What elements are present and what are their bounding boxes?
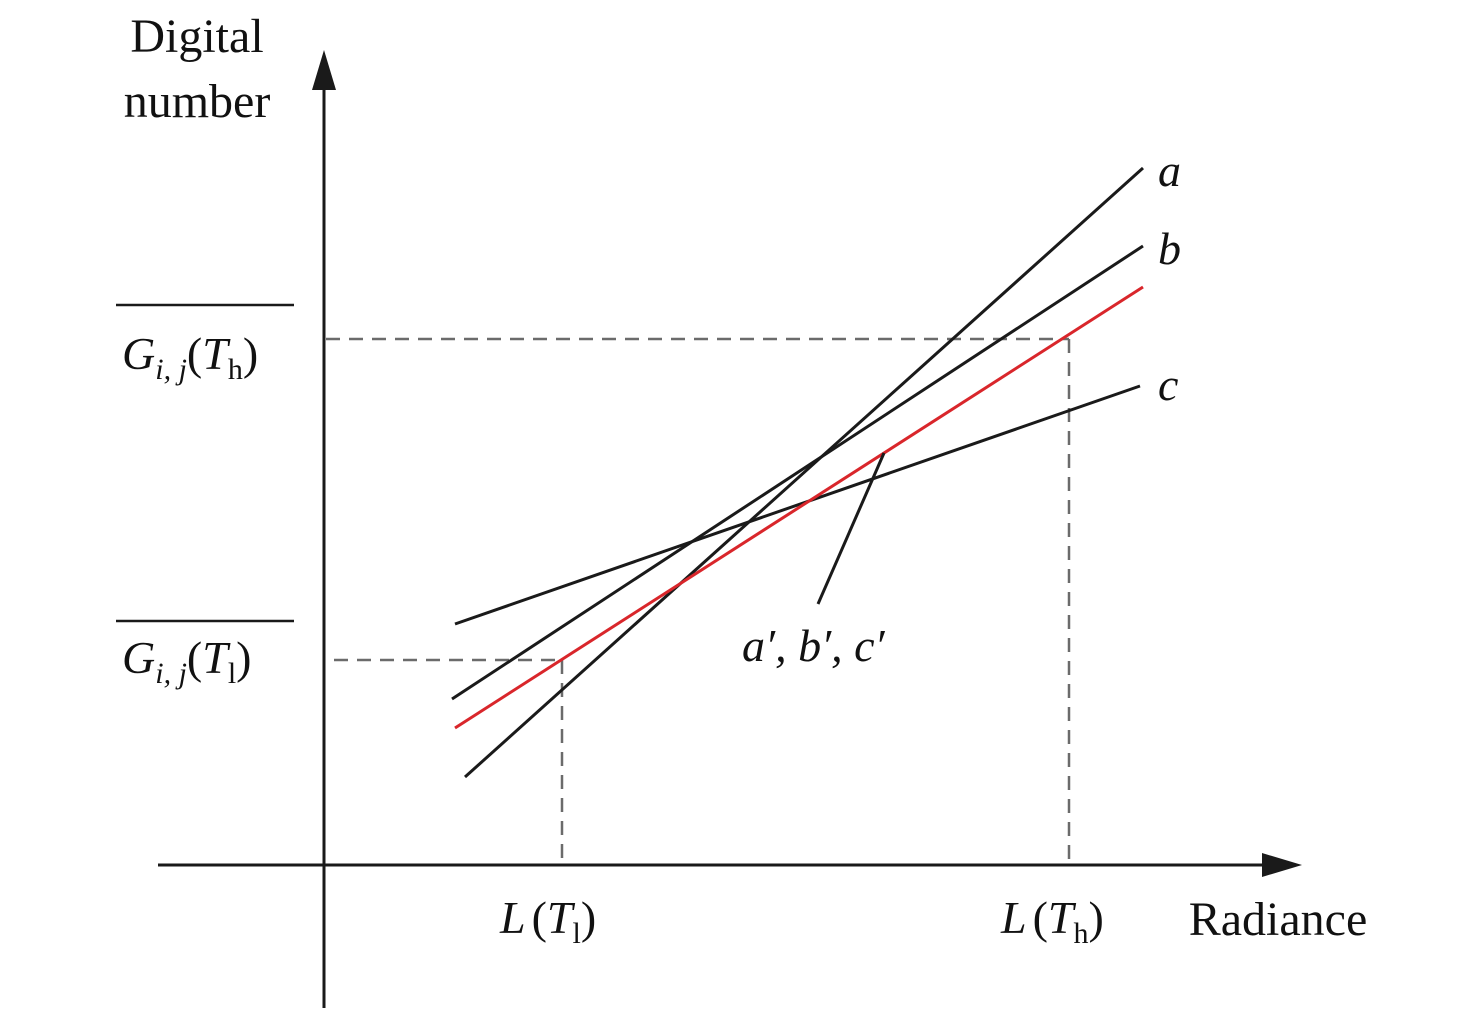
corrected-label-leader bbox=[816, 452, 886, 605]
line-c bbox=[454, 384, 1141, 626]
x-tick-high-label: L (Th) bbox=[1000, 892, 1104, 950]
y-tick-high-label: Gi, j(Th) bbox=[122, 328, 258, 386]
y-axis-arrow-icon bbox=[312, 50, 336, 90]
line-c-label: c bbox=[1158, 359, 1178, 410]
line-a bbox=[463, 166, 1145, 779]
y-axis-title-line2: number bbox=[124, 75, 271, 128]
x-axis-arrow-icon bbox=[1262, 853, 1302, 877]
x-axis-title: Radiance bbox=[1189, 893, 1368, 946]
y-axis-title-line1: Digital bbox=[130, 10, 263, 63]
line-b-label: b bbox=[1158, 223, 1181, 274]
dashed-guides bbox=[326, 337, 1071, 865]
line-corrected bbox=[454, 285, 1144, 730]
line-b bbox=[451, 244, 1144, 701]
line-a-label: a bbox=[1158, 145, 1181, 196]
x-tick-low-label: L (Tl) bbox=[499, 892, 596, 950]
y-tick-low-label: Gi, j(Tl) bbox=[122, 632, 252, 690]
line-corrected-label: a′, b′, c′ bbox=[742, 620, 886, 671]
